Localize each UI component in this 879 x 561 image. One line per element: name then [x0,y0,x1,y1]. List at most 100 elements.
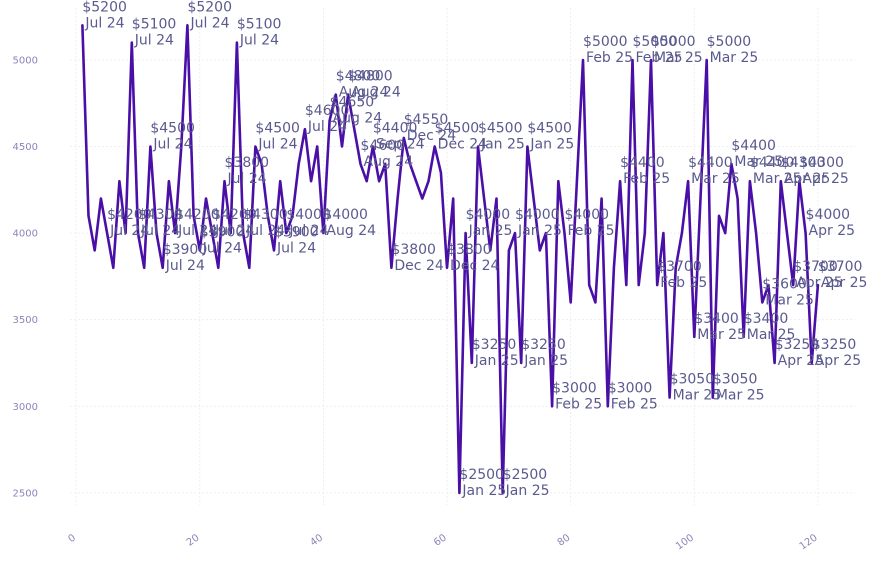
series-layer [81,23,820,495]
data-label-date: Jul 24 [257,137,297,153]
data-label-price: $4300 [243,207,288,223]
data-label-date: Jul 24 [134,33,174,49]
data-label-price: $4200 [212,207,257,223]
y-tick-label: 3000 [13,402,38,413]
data-label-date: Jul 24 [239,33,279,49]
data-label-date: Dec 24 [394,258,443,274]
data-label-price: $4600 [361,138,406,154]
data-label-price: $4000 [806,207,851,223]
data-label-date: Jul 24 [109,223,149,239]
data-label-price: $4400 [750,155,795,171]
data-label-price: $4400 [373,121,418,137]
x-tick-label: 40 [308,532,325,548]
data-label-date: Jul 24 [227,171,267,187]
data-label-date: Aug 24 [333,111,383,127]
data-label-date: Jul 24 [84,15,124,31]
data-label-price: $5100 [237,17,282,33]
data-label-price: $4800 [336,69,381,85]
data-label-date: Aug 24 [339,85,389,101]
data-label-price: $4200 [175,207,220,223]
data-label-price: $2500 [503,467,548,483]
data-label-price: $3700 [793,259,838,275]
data-label-price: $3250 [812,337,857,353]
data-label-date: Jul 24 [245,223,285,239]
x-axis-ticks: 0 20 40 60 80 100 120 [66,532,819,552]
data-label-date: Mar 25 [654,50,703,66]
data-label-price: $3250 [521,337,566,353]
data-label-date: Jul 24 [214,223,254,239]
data-label-date: Mar 25 [747,327,796,343]
data-label-price: $4500 [527,121,572,137]
price-series-line [81,23,820,495]
data-label-price: $4000 [466,207,511,223]
data-label-date: Feb 25 [623,171,670,187]
y-tick-label: 2500 [13,488,38,499]
x-tick-label: 60 [432,532,449,548]
data-label-date: Feb 25 [555,396,602,412]
data-label-price: $4000 [564,207,609,223]
data-label-date: Jul 24 [307,119,347,135]
data-label-date: Mar 25 [673,388,722,404]
data-label-date: Dec 24 [450,258,499,274]
data-label-price: $4400 [688,155,733,171]
y-tick-label: 4000 [13,229,38,240]
y-tick-label: 5000 [13,55,38,66]
data-label-date: Jul 24 [189,15,229,31]
data-label-price: $3800 [225,155,270,171]
data-label-date: Feb 25 [611,396,658,412]
data-label-price: $3050 [670,372,715,388]
data-label-date: Mar 25 [710,50,759,66]
y-tick-label: 4500 [13,142,38,153]
data-label-price: $3400 [744,311,789,327]
data-label-price: $2500 [459,467,504,483]
data-label-date: Apr 25 [815,353,861,369]
data-label-date: Feb 25 [567,223,614,239]
data-label-price: $4300 [799,155,844,171]
data-label-price: $3900 [163,242,208,258]
data-label-price: $4500 [255,121,300,137]
data-label-price: $4200 [107,207,152,223]
data-label-date: Mar 25 [765,292,814,308]
y-axis-ticks: 2500 3000 3500 4000 4500 5000 [13,55,38,499]
data-label-price: $3800 [391,242,436,258]
data-label-price: $3900 [200,224,245,240]
data-label-date: Mar 25 [734,154,783,170]
data-label-price: $3250 [775,337,820,353]
data-label-price: $4500 [150,121,195,137]
data-label-date: Jan 25 [461,483,506,499]
data-label-price: $4500 [435,121,480,137]
data-label-date: Mar 25 [716,388,765,404]
data-label-price: $5100 [132,17,177,33]
data-label-date: Dec 24 [438,137,487,153]
data-label-price: $5000 [707,34,752,50]
data-label-date: Apr 25 [821,275,867,291]
data-label-date: Feb 25 [660,275,707,291]
data-label-price: $4400 [620,155,665,171]
data-label-price: $4500 [478,121,523,137]
data-label-date: Apr 25 [784,171,830,187]
data-label-date: Jan 25 [517,223,562,239]
data-label-price: $4000 [286,207,331,223]
x-tick-label: 20 [185,532,202,548]
x-tick-label: 100 [674,532,696,552]
data-label-date: Jul 24 [276,240,316,256]
data-label-date: Jul 24 [177,223,217,239]
data-label-date: Jul 24 [202,240,242,256]
data-label-price: $4000 [323,207,368,223]
data-label-price: $5200 [82,0,127,15]
data-label-price: $4300 [781,155,826,171]
data-label-price: $3000 [608,380,653,396]
data-label-date: Mar 25 [691,171,740,187]
data-label-date: Jan 25 [480,137,525,153]
data-label-date: Jan 25 [474,353,519,369]
data-label-date: Jul 24 [140,223,180,239]
data-label-price: $4650 [330,95,375,111]
data-label-price: $4000 [515,207,560,223]
data-label-price: $3700 [657,259,702,275]
data-label-price: $3250 [472,337,517,353]
data-label-price: $3400 [694,311,739,327]
data-label-price: $5000 [583,34,628,50]
data-label-price: $4600 [305,103,350,119]
